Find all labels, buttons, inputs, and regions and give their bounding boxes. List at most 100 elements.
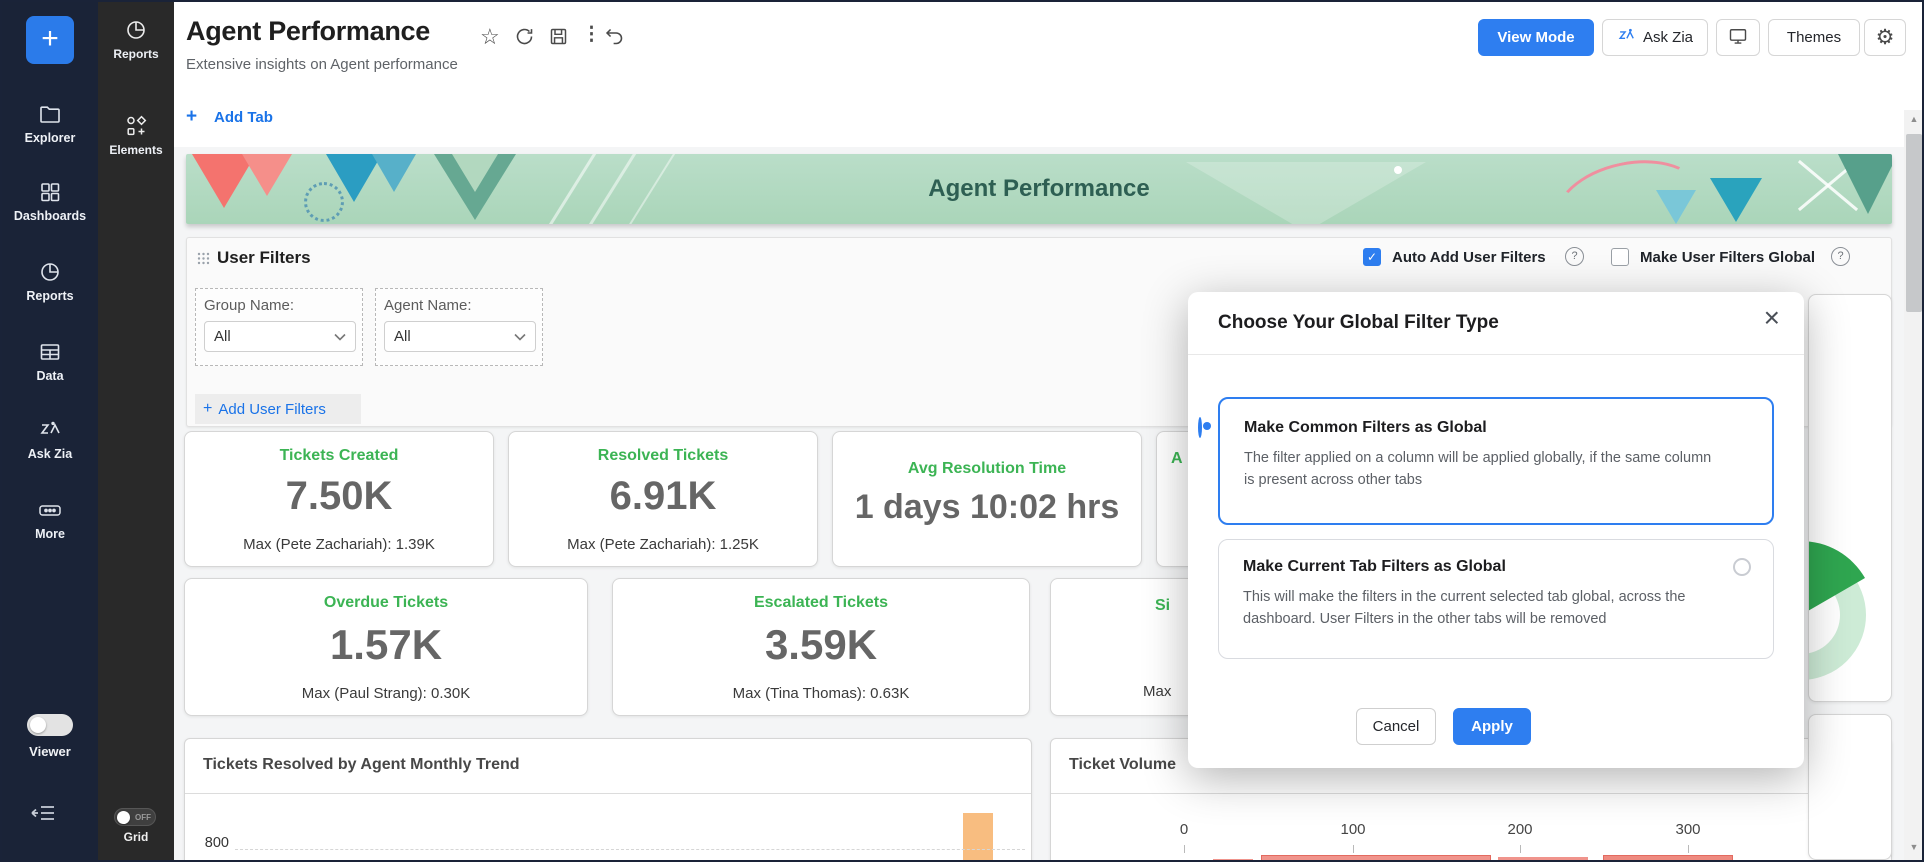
chart-divider <box>1051 793 1891 794</box>
collapse-sidebar-icon[interactable] <box>30 800 58 831</box>
kpi-card-tickets-created: Tickets Created 7.50K Max (Pete Zacharia… <box>184 431 494 567</box>
scrollbar-thumb[interactable] <box>1906 134 1922 312</box>
tick-mark <box>1520 845 1521 853</box>
add-tab-link[interactable]: Add Tab <box>214 109 273 126</box>
option-common-filters[interactable]: Make Common Filters as Global The filter… <box>1198 397 1774 525</box>
table-icon <box>2 340 98 364</box>
pie-chart-icon <box>98 18 174 42</box>
radio-common-filters[interactable] <box>1198 417 1202 438</box>
add-user-filters-button[interactable]: + Add User Filters <box>195 394 361 424</box>
help-icon[interactable]: ? <box>1831 247 1850 266</box>
option-current-tab-filters[interactable]: Make Current Tab Filters as Global This … <box>1218 539 1774 659</box>
add-tab-plus-icon[interactable]: + <box>186 106 198 127</box>
dashboard-banner: Agent Performance <box>186 154 1892 224</box>
grid-toggle-knob <box>117 810 130 824</box>
view-mode-button[interactable]: View Mode <box>1478 19 1594 56</box>
donut-chart-partial <box>1809 541 1866 680</box>
folder-icon <box>2 102 98 126</box>
make-user-filters-global-label: Make User Filters Global <box>1640 249 1816 266</box>
x-axis-tick: 300 <box>1675 821 1701 838</box>
undo-icon[interactable] <box>604 26 625 52</box>
filter-field-agent-name: Agent Name: All <box>375 288 543 366</box>
kpi-card-avg-resolution-time: Avg Resolution Time 1 days 10:02 hrs <box>832 431 1142 567</box>
tick-mark <box>1353 845 1354 853</box>
help-icon[interactable]: ? <box>1565 247 1584 266</box>
create-new-button[interactable]: + <box>26 16 74 64</box>
bar-segment[interactable] <box>1213 859 1253 860</box>
dialog-title: Choose Your Global Filter Type <box>1218 312 1499 333</box>
agent-name-select[interactable]: All <box>384 321 536 352</box>
chevron-down-icon <box>334 328 346 345</box>
auto-add-user-filters-checkbox[interactable]: ✓ <box>1363 248 1381 266</box>
page-subtitle: Extensive insights on Agent performance <box>186 56 458 73</box>
chart-card-partial <box>1808 294 1892 702</box>
elements-shapes-icon <box>98 114 174 138</box>
apply-button[interactable]: Apply <box>1453 708 1531 745</box>
ask-zia-button[interactable]: Ask Zia <box>1602 19 1708 56</box>
grid-toggle[interactable]: OFF <box>114 808 156 826</box>
refresh-icon[interactable] <box>514 26 535 52</box>
scroll-up-arrow[interactable]: ▲ <box>1909 114 1919 124</box>
cancel-button[interactable]: Cancel <box>1356 708 1436 745</box>
bar-segment[interactable] <box>1261 855 1491 860</box>
global-filter-type-dialog: Choose Your Global Filter Type × Make Co… <box>1188 292 1804 768</box>
y-axis-tick: 800 <box>204 835 229 851</box>
dialog-divider <box>1188 354 1804 355</box>
kpi-card-overdue-tickets: Overdue Tickets 1.57K Max (Paul Strang):… <box>184 578 588 716</box>
viewer-toggle[interactable] <box>27 714 73 736</box>
banner-decoration <box>304 182 344 222</box>
kpi-card-resolved-tickets: Resolved Tickets 6.91K Max (Pete Zachari… <box>508 431 818 567</box>
banner-decoration <box>1394 166 1402 174</box>
kpi-card-escalated-tickets: Escalated Tickets 3.59K Max (Tina Thomas… <box>612 578 1030 716</box>
sidebar-item-more[interactable]: More <box>2 498 98 541</box>
x-axis-tick: 100 <box>1340 821 1366 838</box>
banner-title: Agent Performance <box>928 175 1150 202</box>
sidebar-item-data[interactable]: Data <box>2 340 98 383</box>
rail-item-reports[interactable]: Reports <box>98 18 174 61</box>
bar-segment[interactable] <box>1603 855 1733 860</box>
scroll-down-arrow[interactable]: ▼ <box>1909 842 1919 852</box>
chart-card-partial <box>1808 714 1892 860</box>
zia-icon <box>1617 27 1636 48</box>
presentation-button[interactable] <box>1716 19 1760 56</box>
sidebar-item-ask-zia[interactable]: Ask Zia <box>2 418 98 461</box>
plus-icon: + <box>203 400 213 417</box>
kebab-menu-icon[interactable]: ⋮ <box>582 24 601 45</box>
more-ellipsis-icon <box>2 498 98 522</box>
tick-mark <box>1184 845 1185 853</box>
drag-handle-icon[interactable] <box>197 252 210 270</box>
rail-item-elements[interactable]: Elements <box>98 114 174 157</box>
monitor-icon <box>1727 26 1749 50</box>
page-title: Agent Performance <box>186 16 430 46</box>
sidebar-item-dashboards[interactable]: Dashboards <box>2 180 98 223</box>
viewer-toggle-knob <box>30 717 46 733</box>
auto-add-user-filters-label: Auto Add User Filters <box>1392 249 1546 266</box>
x-axis-tick: 200 <box>1507 821 1533 838</box>
radio-current-tab-filters[interactable] <box>1733 558 1751 576</box>
tick-mark <box>1688 845 1689 853</box>
user-filters-title: User Filters <box>217 248 311 267</box>
zia-icon <box>2 418 98 442</box>
report-rail: Reports Elements OFF Grid <box>98 2 174 860</box>
group-name-select[interactable]: All <box>204 321 356 352</box>
themes-button[interactable]: Themes <box>1768 19 1860 56</box>
bar-segment[interactable] <box>963 813 993 860</box>
favorite-star-icon[interactable]: ☆ <box>480 24 500 49</box>
save-icon[interactable] <box>548 26 569 52</box>
pie-chart-icon <box>2 260 98 284</box>
settings-button[interactable]: ⚙ <box>1864 19 1906 56</box>
bar-segment[interactable] <box>1498 857 1588 860</box>
kpi-title-partial: A <box>1171 450 1183 467</box>
sidebar-item-reports[interactable]: Reports <box>2 260 98 303</box>
close-icon[interactable]: × <box>1763 302 1780 333</box>
viewer-toggle-label: Viewer <box>29 744 71 759</box>
kpi-title-partial: Si <box>1155 597 1171 614</box>
filter-field-group-name: Group Name: All <box>195 288 363 366</box>
make-user-filters-global-checkbox[interactable] <box>1611 248 1629 266</box>
sidebar-item-explorer[interactable]: Explorer <box>2 102 98 145</box>
gear-icon: ⚙ <box>1875 26 1895 49</box>
main-sidebar: + Explorer Dashboards Reports Data <box>2 2 98 860</box>
dashboards-grid-icon <box>2 180 98 204</box>
x-axis-tick: 0 <box>1179 821 1189 838</box>
